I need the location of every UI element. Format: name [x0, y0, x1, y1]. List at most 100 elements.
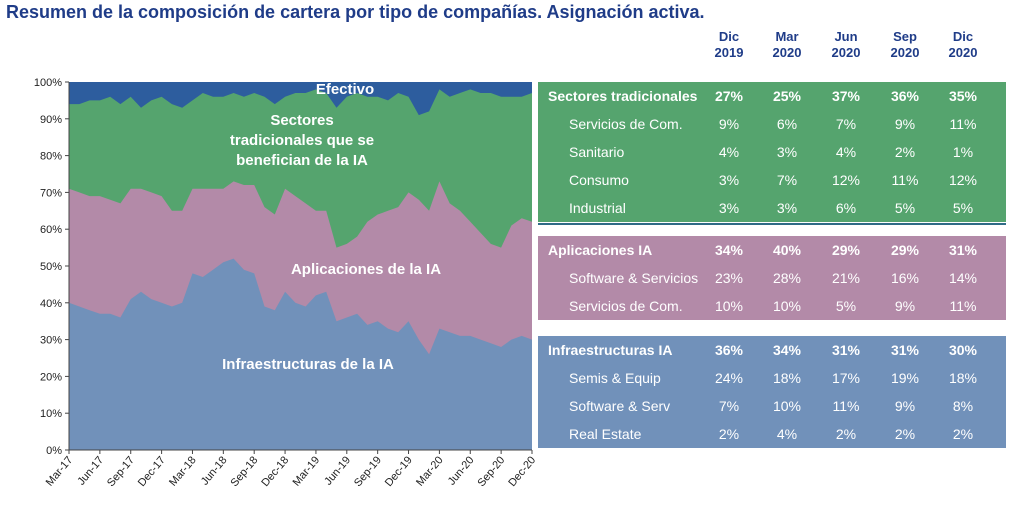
table-row: Real Estate 2% 4% 2% 2% 2%	[538, 420, 1006, 448]
column-header-month: Sep	[893, 29, 917, 44]
table-cell: 7%	[776, 172, 798, 188]
table-row: Consumo 3% 7% 12% 11% 12%	[538, 166, 1006, 194]
x-tick-label: Mar-18	[167, 454, 199, 488]
table-cell: 36%	[890, 88, 920, 104]
x-tick-label: Sep-18	[228, 454, 260, 489]
column-header-year: 2019	[714, 45, 744, 60]
subcategory-label: Sanitario	[569, 144, 625, 160]
column-header-month: Dic	[718, 29, 740, 44]
x-tick-label: Dec-17	[136, 454, 168, 489]
area-label-infraestructuras: Infraestructuras de la IA	[222, 356, 394, 373]
table-row: Software & Servicios 23% 28% 21% 16% 14%	[538, 264, 1006, 292]
table-cell: 9%	[894, 398, 916, 414]
table-cell: 29%	[890, 242, 920, 258]
table-row: Industrial 3% 3% 6% 5% 5%	[538, 194, 1006, 222]
table-cell: 9%	[894, 298, 916, 314]
y-tick-label: 90%	[40, 114, 62, 126]
column-header: Mar 2020	[762, 29, 812, 61]
x-tick-label: Dec-20	[506, 454, 538, 489]
page-title: Resumen de la composición de cartera por…	[6, 2, 705, 22]
table-cell: 11%	[949, 116, 977, 132]
table-cell: 12%	[831, 172, 861, 188]
table-cell: 4%	[835, 144, 857, 160]
table-header-row: Infraestructuras IA 36% 34% 31% 31% 30%	[538, 336, 1006, 364]
table-cell: 9%	[894, 116, 916, 132]
subcategory-label: Real Estate	[569, 426, 642, 442]
area-label-tradicionales: tradicionales que se	[230, 132, 374, 149]
table-row: Software & Serv 7% 10% 11% 9% 8%	[538, 392, 1006, 420]
table-cell: 37%	[831, 88, 861, 104]
column-header-year: 2020	[772, 45, 802, 60]
table-cell: 9%	[718, 116, 740, 132]
table-cell: 12%	[948, 172, 978, 188]
y-tick-label: 70%	[40, 187, 62, 199]
table-cell: 5%	[952, 200, 974, 216]
table-row: Semis & Equip 24% 18% 17% 19% 18%	[538, 364, 1006, 392]
x-tick-label: Jun-20	[446, 454, 477, 487]
x-tick-label: Mar-17	[44, 454, 76, 488]
table-cell: 23%	[714, 270, 744, 286]
area-label-efectivo: Efectivo	[316, 81, 374, 98]
area-label-tradicionales: Sectores	[270, 112, 333, 129]
x-tick-label: Dec-18	[259, 454, 291, 489]
column-header: Jun 2020	[821, 29, 871, 61]
table-header-row: Aplicaciones IA 34% 40% 29% 29% 31%	[538, 236, 1006, 264]
y-tick-label: 100%	[34, 77, 62, 89]
table-row: Servicios de Com. 10% 10% 5% 9% 11%	[538, 292, 1006, 320]
column-header-month: Dic	[952, 29, 974, 44]
table-panel-tradicionales: Sectores tradicionales 27% 25% 37% 36% 35% Ser…	[538, 82, 1006, 225]
table-cell: 11%	[891, 172, 919, 188]
area-label-aplicaciones: Aplicaciones de la IA	[291, 261, 441, 278]
table-cell: 36%	[714, 342, 744, 358]
table-cell: 2%	[894, 426, 916, 442]
x-tick-label: Sep-17	[105, 454, 137, 489]
y-tick-label: 20%	[40, 371, 62, 383]
table-cell: 1%	[952, 144, 974, 160]
table-cell: 7%	[835, 116, 857, 132]
table-cell: 25%	[772, 88, 802, 104]
y-tick-label: 0%	[46, 445, 62, 457]
column-header-month: Jun	[834, 29, 858, 44]
area-label-tradicionales: benefician de la IA	[236, 152, 368, 169]
x-tick-label: Sep-19	[352, 454, 384, 489]
subcategory-label: Semis & Equip	[569, 370, 661, 386]
table-row: Servicios de Com. 9% 6% 7% 9% 11%	[538, 110, 1006, 138]
x-tick-label: Dec-19	[383, 454, 415, 489]
table-cell: 18%	[948, 370, 978, 386]
x-tick-label: Mar-19	[291, 454, 323, 488]
table-cell: 16%	[890, 270, 920, 286]
column-header: Sep 2020	[880, 29, 930, 61]
table-panel-infraestructuras: Infraestructuras IA 36% 34% 31% 31% 30% Semis …	[538, 336, 1006, 448]
subcategory-label: Servicios de Com.	[569, 298, 683, 314]
stacked-area-chart: 0%10%20%30%40%50%60%70%80%90%100%Mar-17 J…	[34, 77, 538, 489]
table-cell: 6%	[835, 200, 857, 216]
column-header-year: 2020	[831, 45, 861, 60]
table-cell: 34%	[772, 342, 802, 358]
table-cell: 6%	[776, 116, 798, 132]
table-cell: 31%	[948, 242, 978, 258]
x-tick-label: Jun-19	[322, 454, 353, 487]
table-cell: 2%	[835, 426, 857, 442]
x-tick-label: Jun-17	[75, 454, 106, 487]
category-label: Sectores tradicionales	[548, 88, 698, 104]
y-tick-label: 30%	[40, 335, 62, 347]
table-panel-aplicaciones: Aplicaciones IA 34% 40% 29% 29% 31% Software &…	[538, 236, 1006, 320]
subcategory-label: Industrial	[569, 200, 626, 216]
table-cell: 18%	[772, 370, 802, 386]
table-cell: 10%	[772, 298, 802, 314]
y-tick-label: 80%	[40, 151, 62, 163]
table-cell: 4%	[718, 144, 740, 160]
column-header-month: Mar	[775, 29, 799, 44]
table-cell: 3%	[776, 200, 798, 216]
table-header-row: Sectores tradicionales 27% 25% 37% 36% 35%	[538, 82, 1006, 110]
table-cell: 3%	[718, 200, 740, 216]
category-label: Aplicaciones IA	[548, 242, 653, 258]
table-cell: 30%	[948, 342, 978, 358]
column-header: Dic 2019	[704, 29, 754, 61]
table-cell: 3%	[718, 172, 740, 188]
table-cell: 3%	[776, 144, 798, 160]
subcategory-label: Servicios de Com.	[569, 116, 683, 132]
table-cell: 8%	[952, 398, 974, 414]
table-cell: 24%	[714, 370, 744, 386]
x-tick-label: Sep-20	[475, 454, 507, 489]
